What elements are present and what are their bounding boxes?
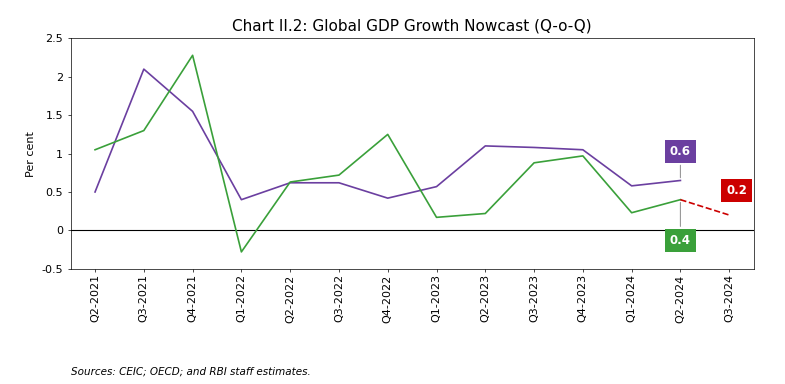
Text: Sources: CEIC; OECD; and RBI staff estimates.: Sources: CEIC; OECD; and RBI staff estim… bbox=[71, 366, 310, 376]
Text: 0.4: 0.4 bbox=[670, 202, 691, 247]
Text: 0.6: 0.6 bbox=[670, 145, 691, 178]
Title: Chart II.2: Global GDP Growth Nowcast (Q-o-Q): Chart II.2: Global GDP Growth Nowcast (Q… bbox=[232, 18, 592, 33]
Y-axis label: Per cent: Per cent bbox=[26, 131, 36, 177]
Text: 0.2: 0.2 bbox=[726, 184, 747, 197]
